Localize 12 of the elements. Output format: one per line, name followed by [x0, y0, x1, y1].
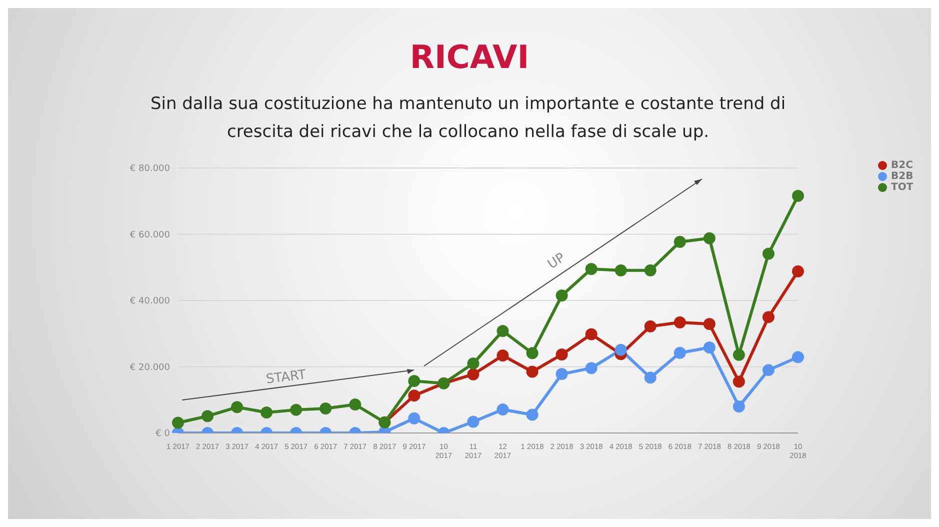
chart-title: RICAVI [408, 38, 530, 76]
y-tick-label: € 80.000 [130, 164, 170, 174]
y-tick-label: € 0 [156, 429, 170, 440]
y-tick-label: € 60.000 [130, 230, 170, 240]
annotation: UP [545, 250, 568, 273]
chart-subtitle: Sin dalla sua costituzione ha mantenuto un importante e costante trend di crescita dei ricavi che la collocano nella fase di scale up. [149, 93, 787, 144]
legend-label: TOT [891, 182, 914, 193]
legend-label: B2C [891, 160, 913, 171]
annotation: START [265, 368, 307, 388]
y-tick-label: € 20.000 [130, 362, 170, 373]
y-tick-label: € 40.000 [130, 296, 170, 307]
legend-label: B2B [891, 171, 914, 182]
